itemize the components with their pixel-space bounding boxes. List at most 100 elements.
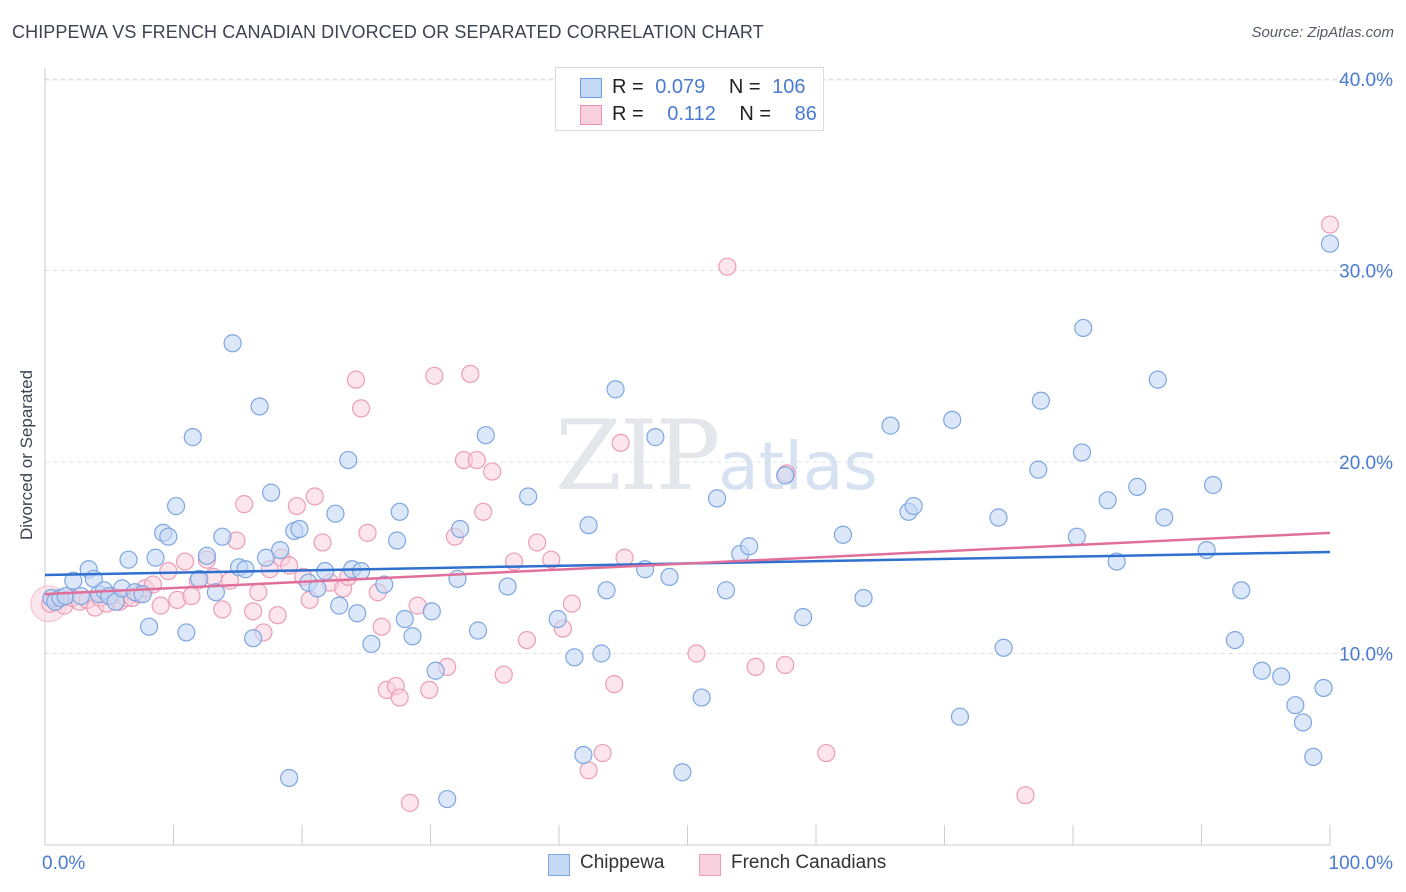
chippewa-point [1252,661,1271,680]
chippewa-point [1225,630,1245,650]
chippewa-point [250,397,269,416]
legend-r-value: 0.079 [655,76,706,98]
chippewa-point [881,416,900,435]
chippewa-point [707,489,727,508]
chippewa-point [119,550,138,569]
legend-r-label: R = [612,103,644,125]
trend-lines [44,531,1331,596]
chippewa-point [280,768,299,788]
chippewa-point [450,519,470,539]
french-canadians-legend-swatch [699,854,721,876]
french-canadians-point [305,487,324,506]
source-note: Source: ZipAtlas.com [1251,24,1394,41]
french-canadians-point [372,617,391,636]
chippewa-point [673,763,692,782]
french-canadians-point [244,602,263,621]
x-tick-label: 100.0% [1329,853,1394,874]
chippewa-point [592,644,611,663]
french-canadians-point [605,675,624,694]
chippewa-point [56,586,75,606]
chippewa-point [166,496,186,516]
french-canadians-trend-line [44,531,1331,596]
chippewa-point [574,745,593,765]
chippewa-point [989,508,1008,527]
chippewa-point [565,648,584,667]
french-canadians-point [593,743,612,763]
chippewa-point [308,579,327,598]
chippewa-point [1320,234,1340,253]
french-canadians-point [687,644,706,663]
french-canadians-point [346,370,366,389]
french-canadians-point [159,562,178,581]
chippewa-point [1197,540,1216,560]
chippewa-point [271,540,290,560]
series-chippewa [42,234,1340,809]
french-canadians-point [746,657,765,677]
french-canadians-legend-label: French Canadians [731,852,887,873]
chippewa-point [1148,370,1167,389]
y-tick-label: 30.0% [1339,262,1393,283]
chippewa-point [716,581,736,600]
chippewa-point [387,531,407,550]
french-canadians-point [817,743,836,763]
chippewa-point [448,569,467,588]
chippewa-point [740,537,759,556]
chippewa-point [468,621,488,640]
chippewa-point [395,609,414,629]
chippewa-point [1155,508,1174,527]
french-canadians-point [249,583,268,602]
x-tick-label: 0.0% [42,853,85,874]
chippewa-point [422,602,441,621]
chippewa-point [1203,475,1223,495]
french-canadians-point [358,523,377,542]
legend-r-value: 0.112 [667,103,716,125]
chippewa-point [1067,527,1086,546]
french-canadians-point [420,680,439,699]
chippewa-point [146,548,165,567]
chippewa-point [256,548,276,567]
french-canadians-point [611,433,630,452]
chippewa-point [498,577,517,596]
chippewa-point [1232,581,1251,600]
chippewa-point [519,487,538,506]
y-tick-labels: 10.0% 20.0% 30.0% 40.0% [1339,70,1393,666]
chippewa-point [1272,667,1291,686]
chippewa-point [183,428,202,447]
chippewa-point [339,450,358,470]
chippewa-point [776,466,795,485]
french-canadians-point [718,257,737,276]
watermark-zip: ZIP [555,400,720,512]
chippewa-point [943,410,962,429]
chippewa-point [326,504,345,523]
chippewa-point [71,586,91,606]
chippewa-point [1031,391,1050,410]
chippewa-point [646,428,665,447]
legend-n-label: N = [739,103,772,125]
chippewa-point [1074,318,1093,338]
french-canadians-point [542,550,561,569]
legend-r-label: R = [612,76,644,98]
chippewa-legend-swatch [548,854,570,876]
chippewa-point [476,426,495,445]
chippewa-point [1304,747,1323,767]
chippewa-point [213,527,232,546]
chippewa-point [548,609,567,629]
chippewa-point [579,516,598,535]
legend-n-value: 106 [772,76,806,98]
axes [44,68,1331,846]
french-canadians-point [776,655,795,675]
french-canadians-point [400,793,420,812]
french-canadians-point [579,761,598,780]
chippewa-point [197,546,217,565]
chippewa-point [1072,443,1092,462]
chippewa-point [1029,460,1048,479]
chippewa-point [950,707,970,726]
chippewa-point [1314,678,1333,698]
french-canadians-point [517,630,536,650]
chippewa-point [352,562,371,581]
chippewa-point [660,567,679,587]
legend-n-label: N = [728,76,761,98]
chippewa-point [438,789,457,809]
french-canadians-point [461,364,480,384]
chippewa-point [794,608,813,627]
